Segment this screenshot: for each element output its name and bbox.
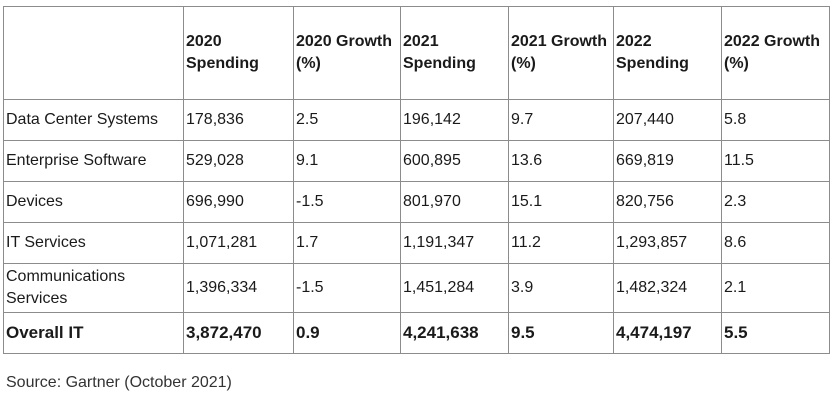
cell-2022-growth: 2.1 bbox=[721, 263, 830, 313]
table-row: IT Services 1,071,281 1.7 1,191,347 11.2… bbox=[3, 222, 830, 264]
cell-2020-spending: 1,396,334 bbox=[183, 263, 294, 313]
cell-2020-spending: 529,028 bbox=[183, 140, 294, 182]
cell-2022-growth: 2.3 bbox=[721, 181, 830, 223]
cell-2021-spending: 801,970 bbox=[400, 181, 509, 223]
header-cell-empty bbox=[3, 6, 184, 100]
cell-2021-spending: 600,895 bbox=[400, 140, 509, 182]
cell-2022-spending: 207,440 bbox=[613, 99, 722, 141]
cell-2022-spending: 1,293,857 bbox=[613, 222, 722, 264]
total-row: Overall IT 3,872,470 0.9 4,241,638 9.5 4… bbox=[3, 312, 830, 354]
cell-2021-growth: 9.7 bbox=[508, 99, 614, 141]
cell-2021-growth: 15.1 bbox=[508, 181, 614, 223]
total-label: Overall IT bbox=[3, 312, 184, 354]
row-label: Enterprise Software bbox=[3, 140, 184, 182]
table-row: Devices 696,990 -1.5 801,970 15.1 820,75… bbox=[3, 181, 830, 223]
header-2020-growth: 2020 Growth (%) bbox=[293, 6, 401, 100]
spending-table: 2020 Spending 2020 Growth (%) 2021 Spend… bbox=[3, 6, 830, 354]
cell-2022-spending: 820,756 bbox=[613, 181, 722, 223]
cell-2021-growth: 11.2 bbox=[508, 222, 614, 264]
row-label: Devices bbox=[3, 181, 184, 223]
table-row: Enterprise Software 529,028 9.1 600,895 … bbox=[3, 140, 830, 182]
header-2021-growth: 2021 Growth (%) bbox=[508, 6, 614, 100]
cell-2020-growth: -1.5 bbox=[293, 181, 401, 223]
cell-2021-spending: 1,191,347 bbox=[400, 222, 509, 264]
cell-2022-growth: 5.8 bbox=[721, 99, 830, 141]
cell-2022-growth: 11.5 bbox=[721, 140, 830, 182]
cell-2020-spending: 696,990 bbox=[183, 181, 294, 223]
cell-2020-spending: 178,836 bbox=[183, 99, 294, 141]
table-row: Communications Services 1,396,334 -1.5 1… bbox=[3, 263, 830, 313]
total-2020-spending: 3,872,470 bbox=[183, 312, 294, 354]
table-row: Data Center Systems 178,836 2.5 196,142 … bbox=[3, 99, 830, 141]
header-2020-spending: 2020 Spending bbox=[183, 6, 294, 100]
cell-2022-spending: 1,482,324 bbox=[613, 263, 722, 313]
row-label: Data Center Systems bbox=[3, 99, 184, 141]
header-2022-spending: 2022 Spending bbox=[613, 6, 722, 100]
header-row: 2020 Spending 2020 Growth (%) 2021 Spend… bbox=[3, 6, 830, 100]
cell-2020-spending: 1,071,281 bbox=[183, 222, 294, 264]
total-2021-growth: 9.5 bbox=[508, 312, 614, 354]
cell-2021-spending: 1,451,284 bbox=[400, 263, 509, 313]
cell-2022-spending: 669,819 bbox=[613, 140, 722, 182]
header-2022-growth: 2022 Growth (%) bbox=[721, 6, 830, 100]
total-2022-spending: 4,474,197 bbox=[613, 312, 722, 354]
cell-2022-growth: 8.6 bbox=[721, 222, 830, 264]
row-label: Communications Services bbox=[3, 263, 184, 313]
cell-2021-spending: 196,142 bbox=[400, 99, 509, 141]
cell-2021-growth: 13.6 bbox=[508, 140, 614, 182]
total-2020-growth: 0.9 bbox=[293, 312, 401, 354]
row-label: IT Services bbox=[3, 222, 184, 264]
cell-2020-growth: 1.7 bbox=[293, 222, 401, 264]
total-2021-spending: 4,241,638 bbox=[400, 312, 509, 354]
cell-2021-growth: 3.9 bbox=[508, 263, 614, 313]
cell-2020-growth: -1.5 bbox=[293, 263, 401, 313]
source-note: Source: Gartner (October 2021) bbox=[6, 374, 232, 391]
header-2021-spending: 2021 Spending bbox=[400, 6, 509, 100]
cell-2020-growth: 2.5 bbox=[293, 99, 401, 141]
total-2022-growth: 5.5 bbox=[721, 312, 830, 354]
cell-2020-growth: 9.1 bbox=[293, 140, 401, 182]
